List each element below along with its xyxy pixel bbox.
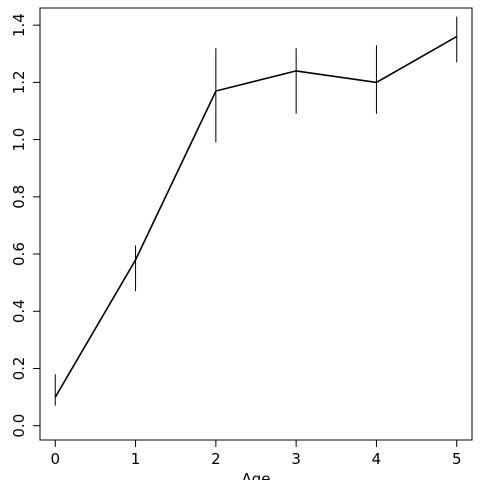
x-tick-label: 2 bbox=[211, 450, 221, 468]
y-tick-label: 0.4 bbox=[10, 299, 28, 323]
x-tick-label: 4 bbox=[372, 450, 382, 468]
x-axis: 0 1 2 3 4 5 bbox=[50, 440, 462, 468]
x-tick-label: 1 bbox=[131, 450, 141, 468]
y-tick-label: 0.2 bbox=[10, 357, 28, 381]
y-tick-label: 1.0 bbox=[10, 128, 28, 152]
error-bars bbox=[54, 16, 458, 406]
x-tick-label: 3 bbox=[291, 450, 301, 468]
x-tick-label: 0 bbox=[50, 450, 60, 468]
x-axis-label: Age bbox=[241, 470, 270, 480]
series-lines bbox=[54, 35, 458, 398]
y-tick-label: 0.8 bbox=[10, 185, 28, 209]
y-axis: 0.0 0.2 0.4 0.6 0.8 1.0 1.2 1.4 bbox=[10, 13, 40, 438]
y-tick-label: 1.2 bbox=[10, 70, 28, 94]
y-tick-label: 0.0 bbox=[10, 414, 28, 438]
plot-frame bbox=[39, 7, 473, 441]
series-line bbox=[54, 35, 458, 398]
y-tick-label: 1.4 bbox=[10, 13, 28, 37]
x-tick-label: 5 bbox=[452, 450, 462, 468]
y-tick-label: 0.6 bbox=[10, 242, 28, 266]
